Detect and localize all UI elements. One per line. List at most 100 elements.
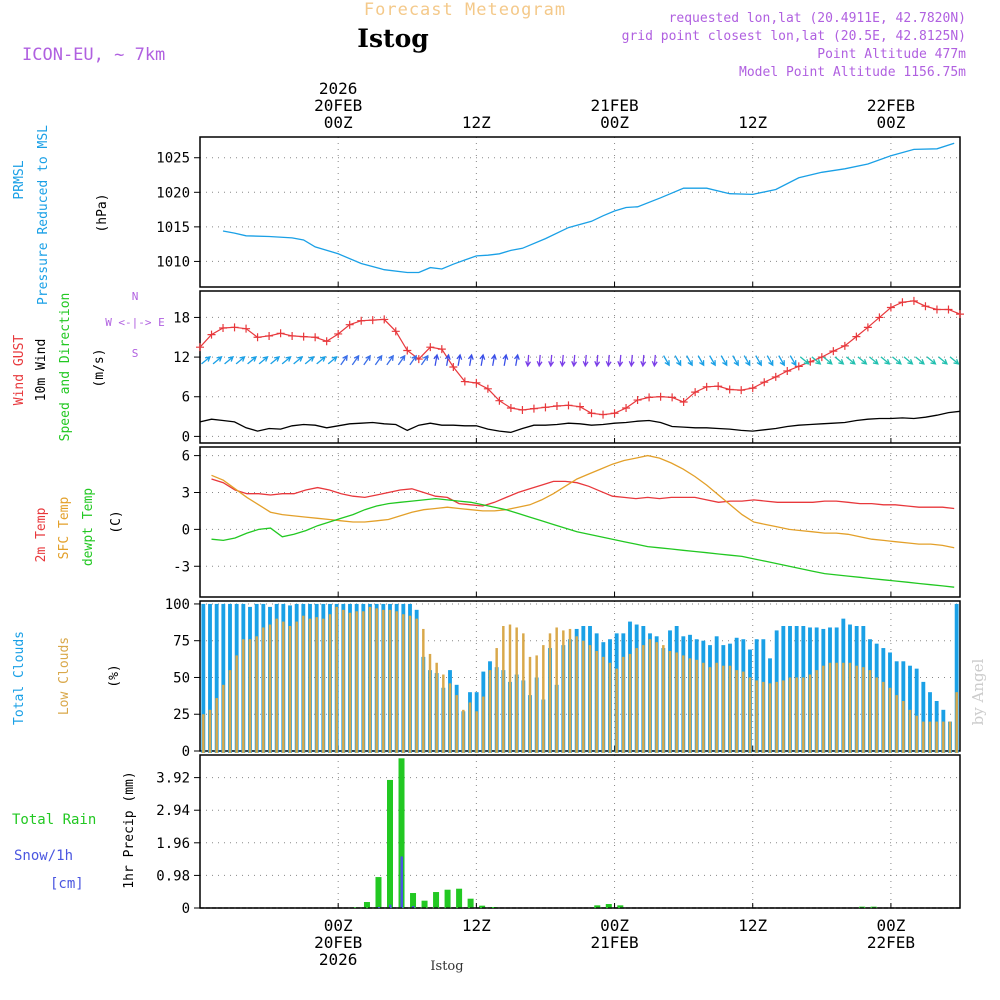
wind-direction-arrow — [212, 355, 223, 365]
low-clouds-bar — [848, 662, 852, 753]
low-clouds-bar — [728, 665, 732, 753]
low-clouds-bar — [535, 655, 538, 753]
y-tick-label: 18 — [173, 310, 190, 326]
y-tick-label: 6 — [182, 390, 190, 406]
precip-title-cm: [cm] — [50, 876, 84, 892]
compass-icon: W <-|-> E — [105, 316, 165, 329]
top-time-label: 00Z — [876, 113, 905, 132]
gust-marker — [656, 392, 665, 401]
top-time-labels: 202620FEB00Z12Z21FEB00Z12Z22FEB00Z12Z — [314, 79, 915, 132]
gust-marker — [472, 378, 481, 387]
gust-marker — [357, 316, 366, 325]
wind-direction-arrow — [594, 354, 601, 368]
low-clouds-bar — [348, 612, 352, 753]
precip-title-rain: Total Rain — [12, 812, 96, 828]
temp-title-dewpt: dewpt Temp — [81, 488, 96, 566]
low-clouds-bar — [255, 636, 258, 753]
rain-bar — [870, 906, 877, 908]
low-clouds-bar — [595, 651, 598, 753]
gust-marker — [288, 331, 297, 340]
low-clouds-bar — [248, 639, 252, 753]
gust-marker — [242, 324, 251, 333]
wind-direction-arrow — [479, 353, 486, 366]
wind-direction-arrow — [663, 355, 670, 367]
gust-marker — [622, 403, 631, 412]
low-clouds-bar — [802, 677, 805, 753]
wind-direction-arrow — [502, 353, 509, 366]
wind-direction-arrow — [582, 354, 589, 368]
low-clouds-bar — [915, 715, 918, 753]
rain-bar — [421, 900, 428, 908]
low-clouds-bar — [388, 609, 392, 753]
gust-marker — [760, 378, 769, 387]
low-clouds-bar — [655, 642, 658, 753]
low-clouds-bar — [522, 633, 525, 753]
wind-direction-arrow — [420, 354, 429, 366]
gust-marker — [311, 333, 320, 342]
low-clouds-bar — [762, 681, 765, 753]
wind-title-dir: Speed and Direction — [58, 293, 73, 442]
temp-title-2m: 2m Temp — [34, 507, 49, 562]
wind-direction-arrow — [374, 354, 383, 366]
gust-marker — [702, 382, 711, 391]
precip-title: Total Rain Snow/1h [cm] 1hr Precip (mm) — [12, 771, 137, 892]
gust-marker — [449, 363, 458, 371]
wind-direction-arrow — [674, 355, 682, 367]
gust-marker — [196, 343, 204, 352]
low-clouds-bar — [502, 626, 505, 753]
gust-marker — [829, 347, 838, 356]
clouds-ylabel: (%) — [107, 664, 122, 687]
rain-bar — [617, 905, 624, 908]
gust-marker — [495, 396, 504, 405]
total-clouds-bar — [921, 681, 926, 753]
wind-direction-arrow — [697, 355, 705, 367]
low-clouds-bar — [742, 671, 745, 753]
low-clouds-bar — [295, 621, 298, 753]
low-clouds-bar — [942, 721, 945, 753]
low-clouds-bar — [455, 695, 458, 753]
snow-bar — [400, 856, 404, 908]
gust-marker — [265, 331, 274, 340]
temp-title-sfc: SFC Temp — [57, 497, 72, 560]
low-clouds-bar — [242, 639, 245, 753]
low-clouds-bar — [808, 674, 812, 753]
low-clouds-bar — [902, 701, 905, 753]
low-clouds-bar — [768, 683, 772, 753]
wind-direction-arrow — [548, 354, 555, 368]
y-tick-label: 1020 — [156, 185, 190, 201]
wind-direction-arrow — [778, 355, 785, 367]
gust-marker — [576, 402, 584, 411]
gust-marker — [380, 315, 389, 324]
panel-frame — [199, 600, 961, 752]
low-clouds-bar — [528, 656, 532, 753]
gust-marker — [863, 323, 872, 332]
y-tick-label: -3 — [173, 559, 190, 575]
temp-line-0 — [211, 478, 955, 510]
wind-direction-arrow — [327, 355, 338, 365]
precip-title-snow: Snow/1h — [14, 848, 73, 864]
gust-marker — [956, 310, 964, 319]
snow-bar — [389, 904, 392, 908]
low-clouds-bar — [748, 677, 752, 753]
low-clouds-bar — [948, 721, 952, 753]
gust-marker — [645, 393, 654, 402]
rain-bar — [398, 758, 405, 908]
gust-marker — [852, 332, 861, 341]
gust-marker — [483, 384, 492, 393]
wind-direction-arrow — [732, 355, 739, 367]
gridpoint-coords: grid point closest lon,lat (20.5E, 42.81… — [622, 29, 966, 44]
low-clouds-bar — [635, 648, 638, 753]
low-clouds-bar — [935, 721, 938, 753]
rain-bar — [375, 877, 382, 908]
bottom-time-label: 00Z — [876, 916, 905, 935]
top-time-label: 21FEB — [590, 96, 638, 115]
gust-marker — [748, 384, 757, 393]
temp-ylabel: (C) — [109, 510, 124, 533]
gust-marker — [633, 396, 642, 405]
y-tick-label: 1025 — [156, 151, 190, 167]
gust-line — [199, 300, 961, 416]
gust-marker — [875, 313, 884, 322]
total-clouds-bar — [214, 603, 219, 753]
low-clouds-bar — [462, 709, 465, 753]
